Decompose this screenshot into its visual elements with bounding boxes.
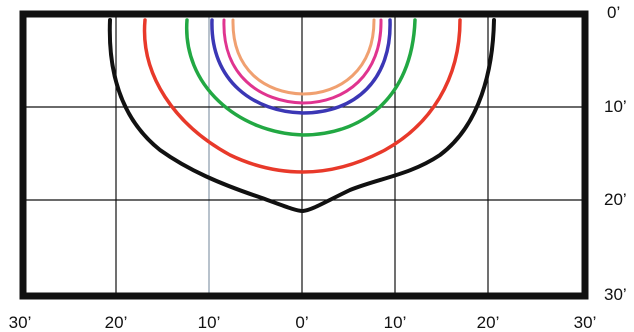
contour-orange (231, 18, 376, 96)
contour-blue (210, 18, 392, 115)
contour-magenta (222, 18, 383, 105)
x-tick-label: 20’ (105, 313, 128, 332)
y-tick-label: 20’ (604, 190, 627, 209)
contour-black (107, 18, 496, 213)
x-tick-label: 20’ (477, 313, 500, 332)
x-tick-label: 0’ (295, 313, 308, 332)
y-axis-labels: 0’ 10’ 20’ 30’ (604, 3, 627, 304)
x-tick-label: 10’ (384, 313, 407, 332)
diagram-frame (19, 10, 589, 300)
grid (23, 14, 585, 296)
contour-green (185, 18, 417, 137)
x-tick-label: 30’ (9, 313, 32, 332)
y-tick-label: 10’ (604, 97, 627, 116)
y-tick-label: 30’ (604, 285, 627, 304)
x-axis-labels: 30’ 20’ 10’ 0’ 10’ 20’ 30’ (9, 313, 597, 332)
y-tick-label: 0’ (607, 3, 620, 22)
x-tick-label: 10’ (198, 313, 221, 332)
x-tick-label: 30’ (574, 313, 597, 332)
contour-red (142, 18, 462, 174)
contours (107, 18, 496, 213)
